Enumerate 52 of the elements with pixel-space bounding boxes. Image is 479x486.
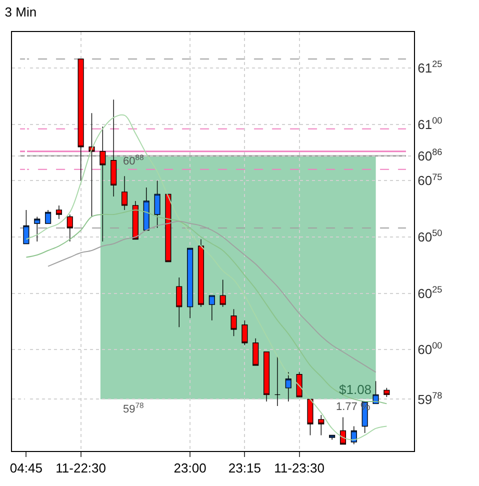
- candlestick: [198, 238, 204, 308]
- candlestick: [307, 398, 314, 436]
- annotation: 60$^{88}$: [123, 153, 144, 168]
- candlestick: [78, 58, 84, 182]
- band-label: $1.08: [339, 382, 372, 397]
- candlestick: [187, 248, 194, 318]
- candlestick: [132, 200, 138, 240]
- y-tick-label: 61$^{25}$: [418, 59, 442, 76]
- candlestick: [121, 176, 128, 210]
- candlestick: [329, 434, 336, 440]
- candlestick: [264, 352, 270, 402]
- y-tick-label: 60$^{75}$: [418, 172, 442, 188]
- annotation: 59$^{78}$: [123, 401, 144, 416]
- x-tick-label: 11-23:30: [274, 460, 324, 476]
- x-tick-label: 23:15: [228, 460, 261, 476]
- candlestick: [242, 320, 248, 346]
- candlestick: [56, 205, 62, 220]
- y-tick-label: 60$^{25}$: [418, 284, 442, 301]
- annotation: 1.77 %: [336, 401, 370, 413]
- candlestick: [34, 216, 40, 242]
- chart-title: 3 Min: [4, 4, 37, 20]
- y-tick-label: 61$^{00}$: [418, 115, 442, 132]
- candlestick: [350, 426, 357, 445]
- candlestick: [230, 308, 237, 336]
- y-tick-label: 60$^{00}$: [418, 340, 442, 358]
- y-tick-label: 60$^{86}$: [418, 146, 442, 164]
- candlestick: [220, 279, 226, 308]
- candlestick: [340, 416, 346, 445]
- candlestick: [100, 126, 106, 242]
- candlestick: [66, 214, 73, 242]
- candlestick: [384, 388, 390, 398]
- candlestick: [45, 210, 52, 224]
- candlestick: [274, 356, 280, 406]
- candlestick: [208, 295, 215, 321]
- y-tick-label: 60$^{50}$: [418, 228, 442, 245]
- x-tick-label: 04:45: [10, 460, 42, 476]
- y-tick-label: 59$^{78}$: [418, 390, 442, 407]
- candlestick: [165, 194, 172, 262]
- candlestick: [88, 112, 95, 218]
- candlestick: [110, 99, 117, 197]
- candlestick: [318, 414, 324, 436]
- candlestick: [143, 187, 150, 231]
- candlestick: [372, 380, 379, 404]
- line-series: [26, 114, 388, 440]
- candlestick: [23, 210, 30, 244]
- candlestick: [285, 372, 292, 402]
- candlestick: [296, 372, 302, 398]
- x-tick-label: 11-22:30: [56, 460, 106, 476]
- x-tick-label: 23:00: [174, 460, 206, 476]
- candlestick: [176, 277, 182, 328]
- candlestick: [252, 338, 259, 366]
- candlestick: [154, 180, 160, 228]
